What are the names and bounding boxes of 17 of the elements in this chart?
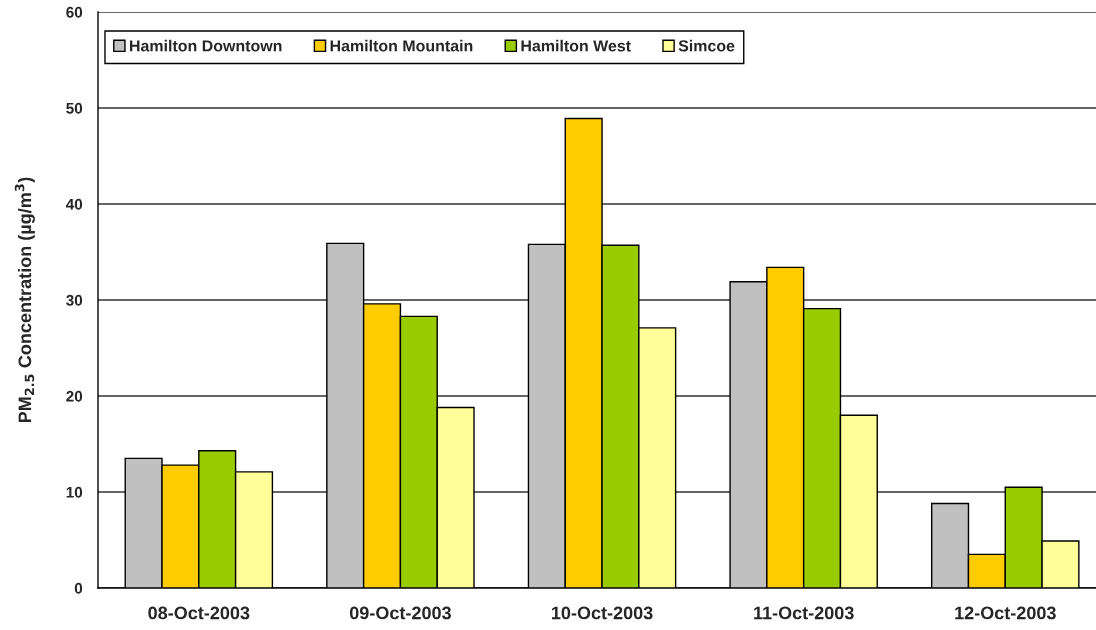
y-tick-label: 60 [66,6,83,18]
legend-label: Simcoe [678,39,735,52]
y-tick-label: 0 [74,582,83,594]
legend-label: Hamilton Downtown [130,39,282,52]
x-tick-label: 09-Oct-2003 [349,606,451,620]
x-tick-label: 10-Oct-2003 [552,606,653,620]
x-tick-label: 11-Oct-2003 [754,606,854,620]
y-tick-label: 10 [66,486,83,498]
legend-label: Hamilton Mountain [330,39,473,52]
x-tick-label: 12-Oct-2003 [955,606,1056,620]
y-tick-label: 40 [65,198,83,210]
y-tick-label: 50 [66,102,83,114]
y-tick-label: 30 [66,294,83,306]
legend-label: Hamilton West [521,39,631,52]
y-tick-label: 20 [66,390,83,402]
y-axis-title: PM$_{2.5}$ Concentration (µg/m$^{3}$) [14,177,35,423]
x-tick-label: 08-Oct-2003 [148,606,250,620]
